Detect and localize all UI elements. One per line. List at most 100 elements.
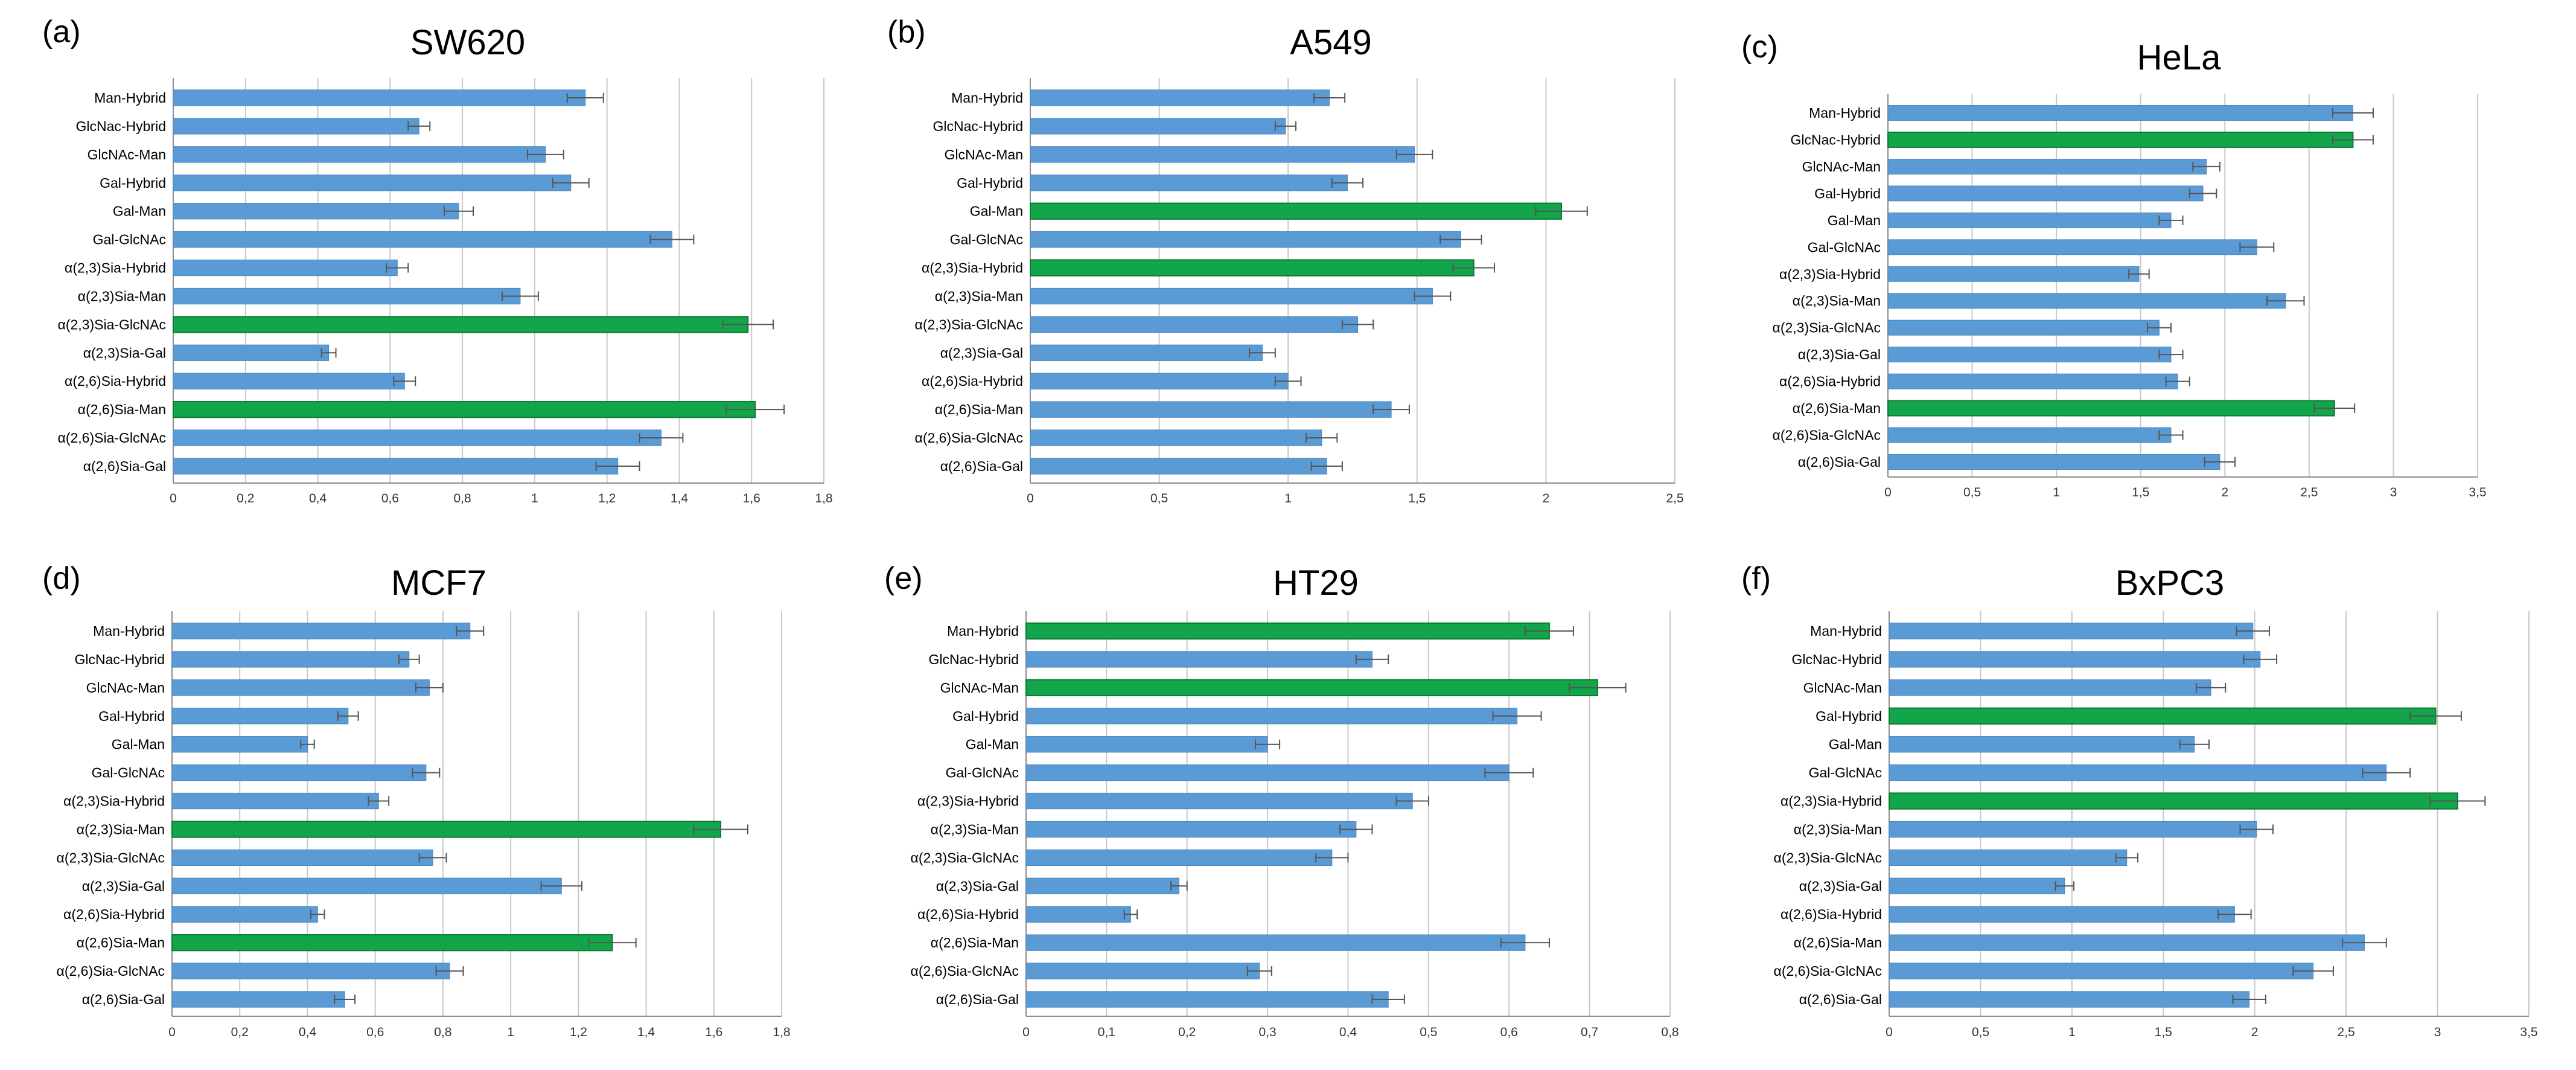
bar bbox=[173, 259, 398, 277]
bar bbox=[171, 963, 450, 979]
x-tick-label: 0,4 bbox=[1339, 1025, 1357, 1039]
error-bar bbox=[649, 234, 695, 245]
x-tick-label: 0,4 bbox=[299, 1025, 317, 1039]
x-tick-label: 2 bbox=[2251, 1025, 2259, 1039]
chart-title: A549 bbox=[1290, 23, 1371, 62]
error-bar bbox=[1372, 405, 1410, 415]
x-tick-label: 0,5 bbox=[1963, 485, 1981, 499]
x-tick-label: 0,8 bbox=[454, 492, 471, 505]
error-bar bbox=[1255, 739, 1281, 749]
category-label: α(2,3)Sia-Gal bbox=[82, 878, 165, 894]
category-label: Gal-Hybrid bbox=[1816, 708, 1882, 724]
error-bar bbox=[334, 995, 355, 1004]
bar-highlight bbox=[173, 316, 749, 333]
category-label: α(2,6)Sia-Gal bbox=[936, 992, 1019, 1007]
category-label: Gal-Hybrid bbox=[98, 708, 165, 724]
category-label: Gal-GlcNAc bbox=[1809, 765, 1882, 781]
bar bbox=[1025, 792, 1413, 810]
category-label: α(2,3)Sia-Man bbox=[1794, 821, 1882, 837]
error-bar bbox=[398, 654, 420, 664]
category-label: Man-Hybrid bbox=[1810, 623, 1882, 639]
bar bbox=[1887, 427, 2172, 443]
x-tick-label: 0 bbox=[1886, 1025, 1893, 1039]
x-tick-label: 2,5 bbox=[1666, 492, 1683, 505]
error-bar bbox=[2409, 711, 2462, 721]
error-bar bbox=[1274, 376, 1302, 386]
x-tick-label: 0,8 bbox=[1661, 1025, 1679, 1039]
error-bar bbox=[2217, 909, 2252, 920]
bar bbox=[1887, 239, 2257, 255]
error-bar bbox=[2429, 796, 2486, 806]
category-label: α(2,3)Sia-Hybrid bbox=[1781, 793, 1882, 809]
category-label: GlcNAc-Man bbox=[1802, 159, 1881, 175]
panel-label: (d) bbox=[42, 561, 81, 596]
error-bar bbox=[1315, 853, 1349, 863]
bar-highlight bbox=[171, 821, 721, 838]
chart-hela: (c) HeLa 0 0,5 1 1,5 2 2,5 3 3,5 Man-Hybrid GlcNac-… bbox=[1741, 30, 2487, 499]
error-bar bbox=[526, 149, 564, 159]
error-bar bbox=[1484, 767, 1534, 778]
x-tick-label: 0,2 bbox=[1178, 1025, 1196, 1039]
category-label: α(2,6)Sia-GlcNAc bbox=[915, 430, 1023, 446]
bar-highlight bbox=[1025, 679, 1598, 696]
bar bbox=[1025, 963, 1260, 979]
bar bbox=[1025, 877, 1179, 894]
category-label: α(2,3)Sia-GlcNAc bbox=[1774, 850, 1882, 865]
bar bbox=[1889, 821, 2257, 838]
x-tick-label: 1 bbox=[531, 492, 538, 505]
chart-sw620: (a) SW620 0 0,2 0,4 0,6 0,8 1 1,2 1,4 1,6 1,8 Man-Hy… bbox=[42, 14, 833, 505]
error-bar bbox=[2313, 403, 2356, 414]
bar bbox=[1889, 906, 2235, 923]
category-label: Man-Hybrid bbox=[94, 90, 166, 106]
error-bar bbox=[1246, 966, 1272, 976]
x-tick-label: 0 bbox=[170, 492, 177, 505]
bar-highlight bbox=[1030, 259, 1475, 277]
error-bar bbox=[2158, 215, 2184, 225]
category-label: Gal-Man bbox=[1829, 737, 1882, 752]
x-tick-label: 1,8 bbox=[815, 492, 832, 505]
bar bbox=[1887, 293, 2286, 309]
category-label: Gal-GlcNAc bbox=[93, 232, 166, 248]
error-bar bbox=[595, 461, 640, 471]
category-label: GlcNac-Hybrid bbox=[74, 652, 165, 667]
error-bar bbox=[1249, 348, 1276, 358]
error-bar bbox=[1123, 909, 1138, 920]
chart-title: HT29 bbox=[1273, 563, 1359, 603]
x-tick-label: 0,6 bbox=[381, 492, 399, 505]
bar bbox=[173, 203, 459, 220]
category-label: Gal-Man bbox=[970, 203, 1023, 219]
category-label: Gal-GlcNAc bbox=[946, 765, 1019, 781]
x-tick-label: 2 bbox=[1543, 492, 1550, 505]
error-bar bbox=[2342, 938, 2387, 948]
panel-label: (c) bbox=[1741, 30, 1778, 65]
bar bbox=[1030, 344, 1263, 361]
x-tick-label: 2,5 bbox=[2338, 1025, 2355, 1039]
bar bbox=[1030, 287, 1433, 305]
bar bbox=[1887, 212, 2172, 228]
bar bbox=[173, 429, 662, 446]
category-label: Man-Hybrid bbox=[1809, 105, 1881, 121]
bar bbox=[171, 651, 410, 668]
bar bbox=[171, 849, 433, 867]
category-label: α(2,3)Sia-Hybrid bbox=[1779, 266, 1881, 282]
bar-highlight bbox=[1887, 132, 2354, 148]
x-tick-label: 0,5 bbox=[1972, 1025, 1989, 1039]
category-label: Gal-Man bbox=[112, 737, 165, 752]
bar bbox=[171, 708, 349, 725]
bar bbox=[1889, 736, 2195, 753]
bar bbox=[173, 344, 330, 361]
category-label: α(2,6)Sia-Gal bbox=[82, 992, 165, 1007]
category-label: GlcNAc-Man bbox=[1803, 680, 1882, 696]
error-bar bbox=[2158, 350, 2184, 360]
category-label: α(2,3)Sia-GlcNAc bbox=[911, 850, 1019, 865]
category-label: α(2,3)Sia-Hybrid bbox=[917, 793, 1019, 809]
error-bar bbox=[2266, 296, 2305, 306]
category-label: Man-Hybrid bbox=[951, 90, 1023, 106]
category-label: GlcNac-Hybrid bbox=[1791, 652, 1882, 667]
category-label: Man-Hybrid bbox=[947, 623, 1019, 639]
x-tick-label: 1,5 bbox=[2132, 485, 2149, 499]
category-label: α(2,3)Sia-Hybrid bbox=[63, 793, 165, 809]
category-label: Man-Hybrid bbox=[93, 623, 165, 639]
error-bar bbox=[412, 767, 441, 778]
